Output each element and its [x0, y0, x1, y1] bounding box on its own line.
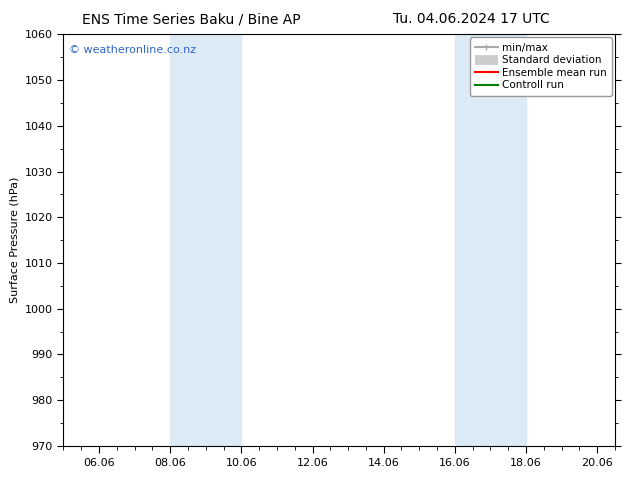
Text: Tu. 04.06.2024 17 UTC: Tu. 04.06.2024 17 UTC	[393, 12, 550, 26]
Y-axis label: Surface Pressure (hPa): Surface Pressure (hPa)	[10, 177, 19, 303]
Legend: min/max, Standard deviation, Ensemble mean run, Controll run: min/max, Standard deviation, Ensemble me…	[470, 37, 612, 96]
Bar	[170, 34, 242, 446]
Text: ENS Time Series Baku / Bine AP: ENS Time Series Baku / Bine AP	[82, 12, 301, 26]
Bar	[455, 34, 526, 446]
Text: © weatheronline.co.nz: © weatheronline.co.nz	[69, 45, 196, 54]
